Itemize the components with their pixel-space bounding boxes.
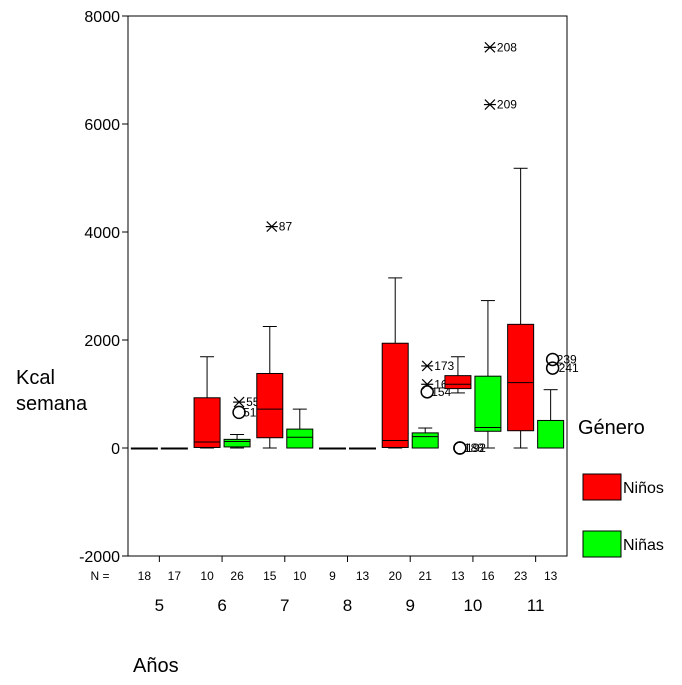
n-count: 17 bbox=[168, 569, 182, 583]
legend-group: Género Niños Niñas bbox=[578, 417, 664, 558]
y-tick-label: 0 bbox=[111, 441, 120, 458]
extreme-label: 209 bbox=[497, 98, 517, 112]
outlier-label: 51 bbox=[243, 405, 257, 419]
legend-title: Género bbox=[578, 417, 645, 439]
legend-label: Niñas bbox=[623, 537, 664, 554]
x-tick-label: 6 bbox=[217, 596, 226, 615]
x-axis-label: Años bbox=[133, 655, 179, 677]
n-count: 13 bbox=[356, 569, 370, 583]
outlier-marker bbox=[545, 361, 560, 375]
extreme-marker bbox=[421, 360, 434, 372]
n-count: 9 bbox=[329, 569, 336, 583]
n-count: 23 bbox=[514, 569, 528, 583]
y-tick-label: -2000 bbox=[79, 549, 120, 566]
extreme-marker bbox=[483, 99, 496, 110]
n-count: 21 bbox=[419, 569, 433, 583]
box-ninas bbox=[537, 419, 565, 449]
outlier-marker bbox=[545, 352, 560, 367]
outlier-label: 241 bbox=[559, 361, 579, 375]
legend-swatch bbox=[582, 530, 622, 558]
legend-label: Niños bbox=[623, 480, 664, 497]
x-tick-label: 10 bbox=[463, 596, 482, 615]
outlier-marker bbox=[420, 385, 434, 399]
n-count: 16 bbox=[481, 569, 495, 583]
box-ninos bbox=[507, 323, 535, 432]
box-ninos bbox=[256, 372, 284, 439]
outlier-label: 239 bbox=[557, 352, 577, 366]
y-axis-label-line1: Kcal bbox=[16, 367, 55, 389]
x-tick-label: 8 bbox=[343, 596, 352, 615]
legend-swatch bbox=[582, 473, 622, 501]
box-ninas bbox=[223, 438, 251, 448]
extreme-marker bbox=[265, 221, 278, 233]
x-tick-label: 5 bbox=[155, 596, 164, 615]
box-ninos bbox=[193, 397, 221, 448]
box-ninos bbox=[444, 375, 472, 390]
n-count: 10 bbox=[200, 569, 214, 583]
extreme-marker bbox=[483, 41, 496, 53]
outlier-label: 188 bbox=[464, 441, 484, 455]
box-ninas bbox=[474, 375, 502, 432]
n-count: 13 bbox=[451, 569, 465, 583]
outlier-label: 192 bbox=[466, 441, 486, 455]
n-count: 18 bbox=[138, 569, 152, 583]
x-tick-label: 11 bbox=[527, 596, 545, 615]
n-count: 26 bbox=[230, 569, 244, 583]
x-tick-label: 7 bbox=[280, 596, 289, 615]
y-tick-label: 8000 bbox=[84, 9, 120, 26]
box-ninos bbox=[381, 342, 409, 448]
box-ninas bbox=[411, 432, 439, 449]
y-tick-label: 6000 bbox=[84, 117, 120, 134]
outlier-marker bbox=[453, 441, 467, 455]
n-count: 13 bbox=[544, 569, 558, 583]
extreme-marker bbox=[233, 396, 246, 408]
x-tick-label: 9 bbox=[405, 596, 414, 615]
y-axis-label-line2: semana bbox=[16, 393, 88, 415]
n-count: 10 bbox=[293, 569, 307, 583]
extreme-marker bbox=[421, 378, 434, 390]
n-prefix: N = bbox=[90, 569, 109, 583]
outlier-marker bbox=[232, 405, 246, 420]
box-ninas bbox=[286, 428, 314, 449]
y-tick-label: 4000 bbox=[84, 225, 120, 242]
y-tick-label: 2000 bbox=[84, 333, 120, 350]
extreme-label: 208 bbox=[497, 40, 517, 54]
extreme-label: 87 bbox=[279, 220, 293, 234]
n-count: 15 bbox=[263, 569, 277, 583]
extreme-label: 173 bbox=[434, 359, 454, 373]
n-count: 20 bbox=[389, 569, 403, 583]
